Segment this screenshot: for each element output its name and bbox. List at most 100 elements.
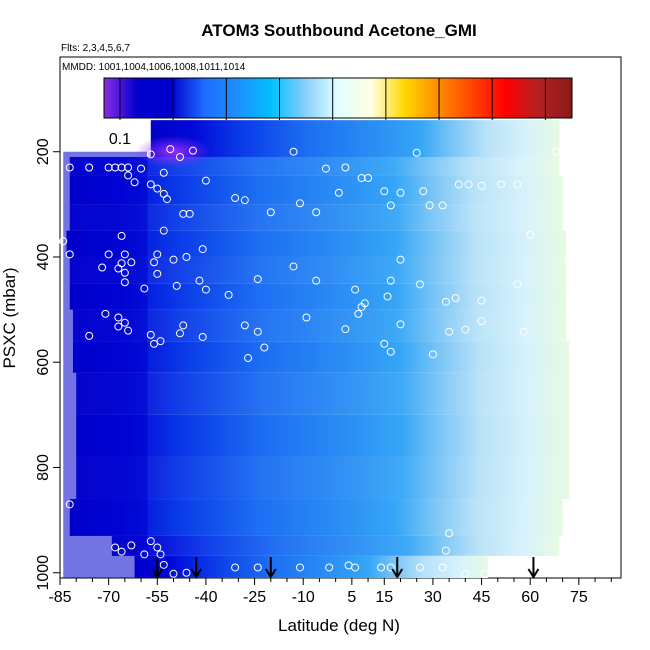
sample-point [85,331,94,340]
sample-point [380,187,389,196]
sample-point [65,163,74,172]
chart-title: ATOM3 Southbound Acetone_GMI [201,21,476,40]
x-tick-label: -55 [146,589,169,606]
y-axis-title: PSXC (mbar) [0,267,19,368]
sample-point [120,268,129,277]
field-band [76,456,570,500]
sample-point [146,150,155,159]
profile-markers [151,557,540,579]
sample-point [185,209,194,218]
sample-point [120,318,129,327]
colorbar-body [103,77,573,119]
sample-point [169,255,178,264]
profile-marker-head [527,568,540,579]
sample-point [140,284,149,293]
x-tick-label: 45 [473,589,491,606]
sample-point [224,290,233,299]
sample-point [240,321,249,330]
sample-point [441,546,450,555]
sample-point [325,563,334,572]
sample-point [163,195,172,204]
field-band [69,499,563,536]
sample-point [396,255,405,264]
sample-point [153,543,162,552]
sample-point [166,145,175,154]
sample-point [198,332,207,341]
profile-marker-head [264,568,277,579]
sample-point [65,250,74,259]
sample-point [175,329,184,338]
sample-point [159,168,168,177]
sample-point [182,568,191,577]
dates-label: MMDD: 1001,1004,1006,1008,1011,1014 [62,62,246,73]
sample-point [497,180,506,189]
sample-point [377,563,386,572]
x-tick-label: 5 [347,589,356,606]
sample-point [477,317,486,326]
sample-point [312,208,321,217]
x-tick-label: -40 [194,589,217,606]
sample-point [153,250,162,259]
sample-point [114,313,123,322]
sample-point [117,547,126,556]
x-tick-label: -70 [97,589,120,606]
flights-label: Flts: 2,3,4,5,6,7 [61,43,130,54]
sample-point [231,563,240,572]
sample-point [146,330,155,339]
colorbar-tick-label: 0.1 [109,131,131,148]
sample-point [461,569,470,578]
sample-point [445,529,454,538]
sample-point [386,201,395,210]
sample-point [59,237,68,246]
sample-point [302,313,311,322]
purple-low-patch [135,135,212,168]
sample-point [85,163,94,172]
sample-point [341,163,350,172]
sample-point [412,148,421,157]
sample-point [111,163,120,172]
sample-point [354,309,363,318]
sample-point [104,250,113,259]
sample-point [386,563,395,572]
sample-point [169,569,178,578]
sample-point [519,327,528,336]
sample-points [59,145,574,578]
x-axis-title: Latitude (deg N) [278,616,400,635]
sample-point [201,176,210,185]
sample-point [253,327,262,336]
sample-point [111,543,120,552]
x-axis: -85 -70 -55 -40 -25 -10 5 15 30 45 60 75 [48,578,612,606]
sample-point [451,294,460,303]
sample-point [477,296,486,305]
sample-point [175,152,184,161]
sample-point [188,146,197,155]
sample-point [480,569,489,578]
sample-point [150,258,159,267]
sample-point [289,262,298,271]
field-band [69,283,566,310]
sample-point [130,178,139,187]
sample-point [172,281,181,290]
sample-point [351,563,360,572]
sample-point [101,309,110,318]
sample-point [159,226,168,235]
sample-point [419,187,428,196]
field-band [134,555,489,578]
x-tick-label: 75 [570,589,588,606]
sample-point [146,537,155,546]
sample-point [312,276,321,285]
x-tick-label: -10 [292,589,315,606]
heatmap-field [63,120,570,578]
sample-point [477,181,486,190]
sample-point [124,163,133,172]
field-band [72,309,566,342]
field-band [69,175,563,205]
sample-point [386,347,395,356]
sample-point [156,550,165,559]
sample-point [159,560,168,569]
y-tick-label: 1000 [35,555,52,591]
sample-point [415,280,424,289]
sample-point [179,209,188,218]
sample-point [201,285,210,294]
